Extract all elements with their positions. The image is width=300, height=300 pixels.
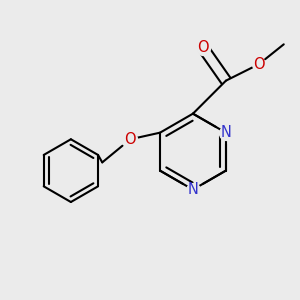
- Text: O: O: [253, 57, 265, 72]
- Text: O: O: [124, 132, 136, 147]
- Text: N: N: [188, 182, 198, 197]
- Text: N: N: [220, 125, 231, 140]
- Text: O: O: [197, 40, 209, 55]
